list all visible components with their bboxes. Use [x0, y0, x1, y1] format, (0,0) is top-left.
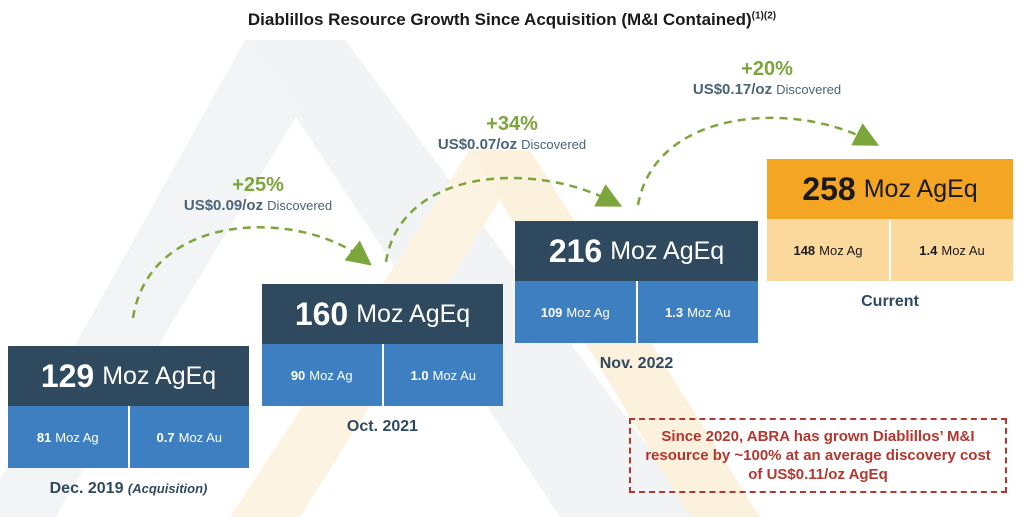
stage-total: 216 Moz AgEq: [515, 221, 758, 281]
silver-unit: Moz Ag: [566, 304, 610, 320]
discovery-cost: US$0.07/oz Discovered: [412, 136, 612, 153]
gold-unit: Moz Au: [941, 242, 985, 258]
gold-unit: Moz Au: [687, 304, 731, 320]
silver-value: 109: [540, 304, 563, 320]
total-unit: Moz AgEq: [610, 236, 725, 265]
growth-percent: +25%: [232, 174, 284, 196]
stage-total: 129 Moz AgEq: [8, 346, 249, 406]
gold-cell: 1.3 Moz Au: [637, 281, 758, 343]
stage-nov-2022: 216 Moz AgEq 109 Moz Ag 1.3 Moz Au Nov. 20…: [515, 221, 758, 373]
cost-value: US$0.07/oz: [437, 136, 518, 153]
stage-total: 258 Moz AgEq: [767, 159, 1013, 219]
cost-value: US$0.09/oz: [183, 197, 264, 214]
silver-cell: 90 Moz Ag: [262, 344, 384, 406]
stage-date: Dec. 2019 (Acquisition): [8, 480, 249, 498]
discovery-cost: US$0.09/oz Discovered: [158, 197, 358, 214]
silver-value: 81: [36, 429, 52, 445]
silver-cell: 81 Moz Ag: [8, 406, 130, 468]
silver-value: 148: [793, 242, 816, 258]
silver-unit: Moz Ag: [55, 429, 99, 445]
date-text: Nov. 2022: [599, 355, 674, 372]
gold-cell: 0.7 Moz Au: [129, 406, 249, 468]
stage-date: Oct. 2021: [262, 418, 503, 436]
gold-unit: Moz Au: [178, 429, 222, 445]
gold-cell: 1.0 Moz Au: [383, 344, 503, 406]
stage-date: Nov. 2022: [515, 355, 758, 373]
silver-unit: Moz Ag: [309, 367, 353, 383]
summary-callout: Since 2020, ABRA has grown Diablillos’ M…: [629, 418, 1007, 493]
date-text: Dec. 2019: [49, 480, 124, 497]
total-unit: Moz AgEq: [863, 174, 978, 203]
stage-dec-2019: 129 Moz AgEq 81 Moz Ag 0.7 Moz Au Dec. 201…: [8, 346, 249, 498]
growth-percent: +20%: [741, 58, 793, 80]
stage-date: Current: [767, 293, 1013, 311]
cost-label: Discovered: [267, 198, 333, 213]
gold-value: 0.7: [156, 429, 175, 445]
cost-label: Discovered: [521, 137, 587, 152]
summary-text: Since 2020, ABRA has grown Diablillos’ M…: [645, 428, 991, 483]
silver-value: 90: [290, 367, 306, 383]
stage-current: 258 Moz AgEq 148 Moz Ag 1.4 Moz Au Current: [767, 159, 1013, 311]
silver-cell: 148 Moz Ag: [767, 219, 891, 281]
total-unit: Moz AgEq: [102, 361, 217, 390]
gold-value: 1.3: [665, 304, 684, 320]
date-text: Current: [861, 293, 919, 310]
total-value: 129: [40, 357, 95, 394]
title-text: Diablillos Resource Growth Since Acquisi…: [247, 10, 752, 29]
gold-value: 1.4: [919, 242, 938, 258]
cost-value: US$0.17/oz: [692, 81, 773, 98]
growth-label-1: +25% US$0.09/oz Discovered: [158, 174, 358, 214]
silver-unit: Moz Ag: [819, 242, 863, 258]
total-value: 258: [802, 170, 856, 207]
date-note: (Acquisition): [127, 481, 208, 496]
silver-cell: 109 Moz Ag: [515, 281, 638, 343]
gold-cell: 1.4 Moz Au: [891, 219, 1013, 281]
page-title: Diablillos Resource Growth Since Acquisi…: [0, 10, 1024, 30]
stage-total: 160 Moz AgEq: [262, 284, 503, 344]
total-value: 160: [294, 295, 349, 332]
growth-percent: +34%: [486, 113, 538, 135]
title-footnote: (1)(2): [751, 10, 777, 22]
growth-label-2: +34% US$0.07/oz Discovered: [412, 113, 612, 153]
date-text: Oct. 2021: [346, 418, 419, 435]
cost-label: Discovered: [776, 82, 842, 97]
discovery-cost: US$0.17/oz Discovered: [667, 81, 867, 98]
stage-oct-2021: 160 Moz AgEq 90 Moz Ag 1.0 Moz Au Oct. 202…: [262, 284, 503, 436]
growth-label-3: +20% US$0.17/oz Discovered: [667, 58, 867, 98]
gold-unit: Moz Au: [432, 367, 476, 383]
total-unit: Moz AgEq: [356, 299, 471, 328]
total-value: 216: [548, 232, 603, 269]
gold-value: 1.0: [410, 367, 429, 383]
